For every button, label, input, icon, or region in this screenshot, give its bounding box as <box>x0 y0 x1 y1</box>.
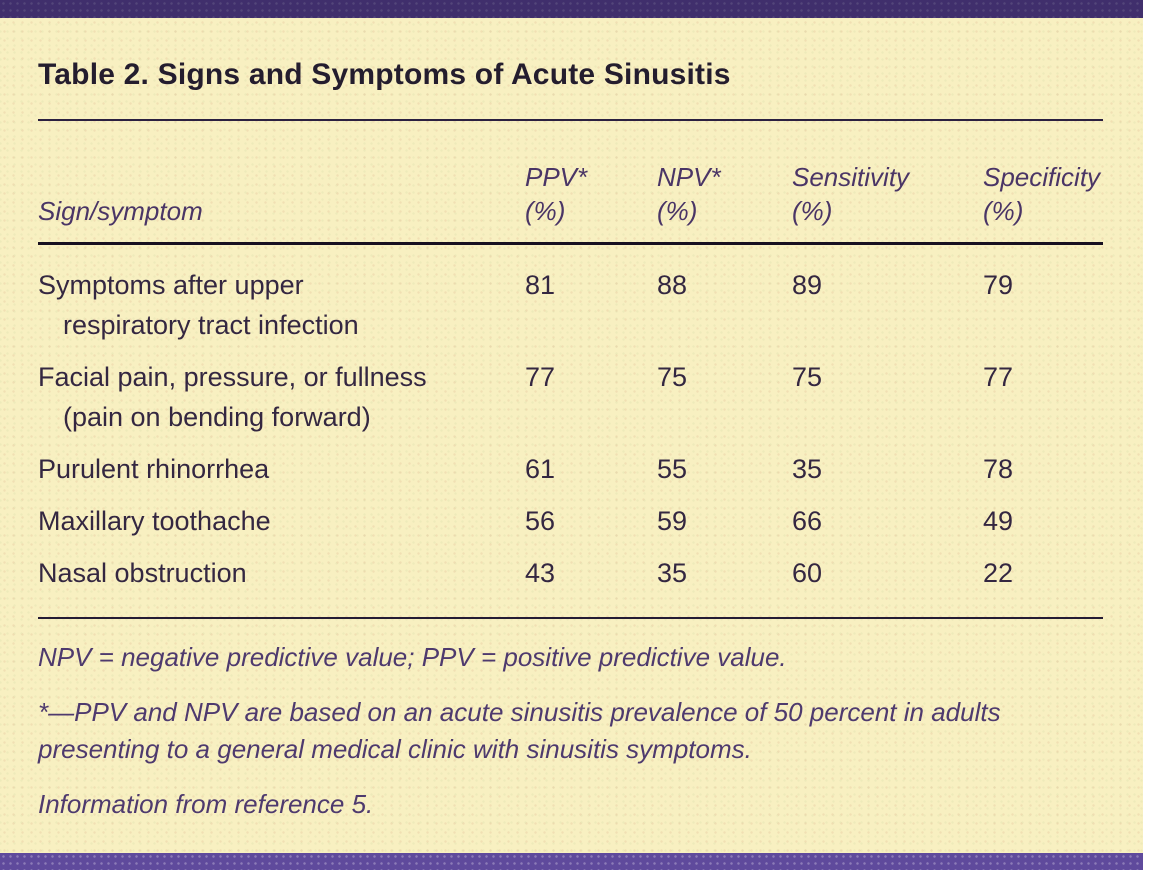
npv-value: 75 <box>657 362 688 392</box>
row-label: Maxillary toothache <box>38 501 525 541</box>
row-label-line1: Nasal obstruction <box>38 558 247 588</box>
column-header-npv: NPV* (%) <box>657 162 721 226</box>
npv-value: 88 <box>657 270 688 300</box>
table-row: Maxillary toothache 56 59 66 49 <box>38 501 1103 541</box>
top-border-bar <box>0 0 1143 18</box>
column-header-sensitivity: Sensitivity (%) <box>792 162 910 226</box>
npv-value: 35 <box>657 558 688 588</box>
table-row: Symptoms after upper respiratory tract i… <box>38 265 1103 345</box>
row-label-line2: (pain on bending forward) <box>63 402 371 432</box>
sensitivity-value: 60 <box>792 558 823 588</box>
column-header-specificity: Specificity (%) <box>983 162 1101 226</box>
ppv-value: 77 <box>525 362 556 392</box>
npv-value: 55 <box>657 454 688 484</box>
ppv-value: 81 <box>525 270 556 300</box>
row-label: Purulent rhinorrhea <box>38 449 525 489</box>
row-label: Facial pain, pressure, or fullness (pain… <box>38 357 525 437</box>
table-header-row: Sign/symptom PPV* (%) NPV* (%) Sensitivi… <box>38 160 1103 228</box>
sensitivity-value: 75 <box>792 362 823 392</box>
specificity-value: 78 <box>983 454 1014 484</box>
header-rule <box>38 242 1103 245</box>
table-title: Table 2. Signs and Symptoms of Acute Sin… <box>38 58 731 91</box>
table-bottom-rule <box>38 617 1103 619</box>
table-panel: Table 2. Signs and Symptoms of Acute Sin… <box>0 18 1143 853</box>
row-label-line1: Purulent rhinorrhea <box>38 454 270 484</box>
footnote-source: Information from reference 5. <box>38 789 374 819</box>
specificity-value: 77 <box>983 362 1014 392</box>
column-header-sign-symptom: Sign/symptom <box>38 196 203 226</box>
sensitivity-value: 66 <box>792 506 823 536</box>
table-row: Facial pain, pressure, or fullness (pain… <box>38 357 1103 437</box>
bottom-border-bar <box>0 853 1143 870</box>
sensitivity-value: 35 <box>792 454 823 484</box>
table-row: Purulent rhinorrhea 61 55 35 78 <box>38 449 1103 489</box>
npv-value: 59 <box>657 506 688 536</box>
specificity-value: 22 <box>983 558 1014 588</box>
footnote-abbreviations: NPV = negative predictive value; PPV = p… <box>38 642 787 672</box>
footnote-asterisk: *—PPV and NPV are based on an acute sinu… <box>38 697 1001 764</box>
row-label: Nasal obstruction <box>38 553 525 593</box>
row-label-line1: Facial pain, pressure, or fullness <box>38 362 427 392</box>
row-label-line1: Maxillary toothache <box>38 506 271 536</box>
table-body: Symptoms after upper respiratory tract i… <box>38 265 1103 593</box>
column-header-ppv: PPV* (%) <box>525 162 588 226</box>
table-row: Nasal obstruction 43 35 60 22 <box>38 553 1103 593</box>
row-label-line2: respiratory tract infection <box>63 310 359 340</box>
specificity-value: 49 <box>983 506 1014 536</box>
row-label-line1: Symptoms after upper <box>38 270 304 300</box>
specificity-value: 79 <box>983 270 1014 300</box>
ppv-value: 56 <box>525 506 556 536</box>
title-rule <box>38 119 1103 121</box>
ppv-value: 43 <box>525 558 556 588</box>
ppv-value: 61 <box>525 454 556 484</box>
row-label: Symptoms after upper respiratory tract i… <box>38 265 525 345</box>
sensitivity-value: 89 <box>792 270 823 300</box>
